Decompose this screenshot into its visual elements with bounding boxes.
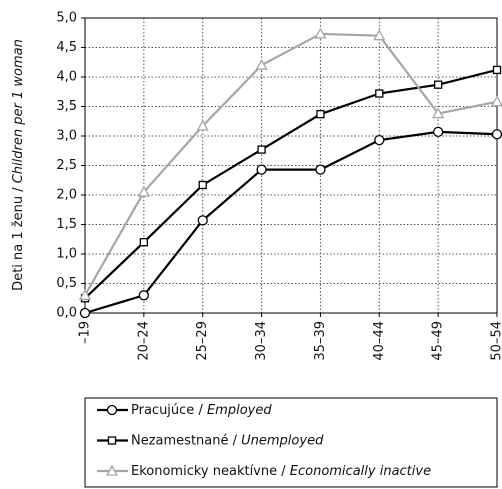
marker bbox=[79, 307, 91, 319]
marker bbox=[316, 110, 325, 119]
x-tick-label: 25–29 bbox=[195, 321, 210, 361]
marker bbox=[255, 58, 268, 70]
marker bbox=[373, 29, 386, 41]
y-tick-label: 5,0 bbox=[56, 11, 77, 26]
legend-box bbox=[84, 397, 498, 488]
marker bbox=[433, 80, 443, 89]
marker bbox=[314, 27, 327, 39]
marker bbox=[198, 180, 207, 190]
legend-label: Pracujúce / Employed bbox=[131, 403, 272, 418]
marker bbox=[106, 404, 118, 416]
y-tick-label: 2,0 bbox=[56, 188, 77, 203]
series-line bbox=[84, 68, 498, 300]
marker bbox=[78, 288, 92, 300]
legend-label: Ekonomicky neaktívne / Economically inac… bbox=[131, 464, 431, 479]
y-tick-label: 4,5 bbox=[56, 40, 77, 55]
x-tick-label: 45–49 bbox=[431, 321, 446, 361]
marker bbox=[432, 126, 444, 138]
y-axis-label: Deti na 1 ženu / Children per 1 woman bbox=[11, 39, 26, 291]
marker bbox=[257, 145, 266, 154]
y-tick-label: 3,0 bbox=[56, 129, 77, 144]
y-tick-label: 2,5 bbox=[56, 158, 77, 173]
x-tick-label: 40–44 bbox=[372, 321, 387, 361]
marker bbox=[490, 95, 502, 107]
marker bbox=[139, 238, 149, 247]
y-tick-label: 0,0 bbox=[56, 306, 77, 321]
y-tick-label: 1,0 bbox=[56, 247, 77, 262]
y-tick-label: 4,0 bbox=[56, 70, 77, 85]
series-line bbox=[84, 130, 498, 315]
x-tick-label: 30–34 bbox=[254, 321, 269, 361]
x-tick-label: 50–54 bbox=[490, 321, 502, 361]
marker bbox=[196, 119, 209, 131]
series-line bbox=[84, 32, 498, 296]
x-tick-label: –19 bbox=[78, 321, 93, 344]
x-tick-label: 35–39 bbox=[313, 321, 328, 361]
marker bbox=[315, 164, 326, 175]
y-tick-label: 3,5 bbox=[56, 99, 77, 114]
y-tick-label: 0,5 bbox=[56, 276, 77, 291]
x-tick-label: 20–24 bbox=[136, 321, 151, 361]
marker bbox=[491, 129, 502, 140]
marker bbox=[432, 107, 445, 119]
marker bbox=[375, 89, 384, 98]
marker bbox=[492, 65, 502, 75]
marker bbox=[197, 215, 208, 226]
marker bbox=[137, 185, 150, 197]
legend-label: Nezamestnané / Unemployed bbox=[131, 433, 324, 448]
marker bbox=[374, 134, 385, 146]
marker bbox=[107, 436, 117, 445]
plot-frame bbox=[84, 17, 498, 314]
marker bbox=[138, 290, 150, 301]
y-tick-label: 1,5 bbox=[56, 217, 77, 232]
marker bbox=[105, 464, 119, 476]
marker bbox=[256, 164, 267, 175]
